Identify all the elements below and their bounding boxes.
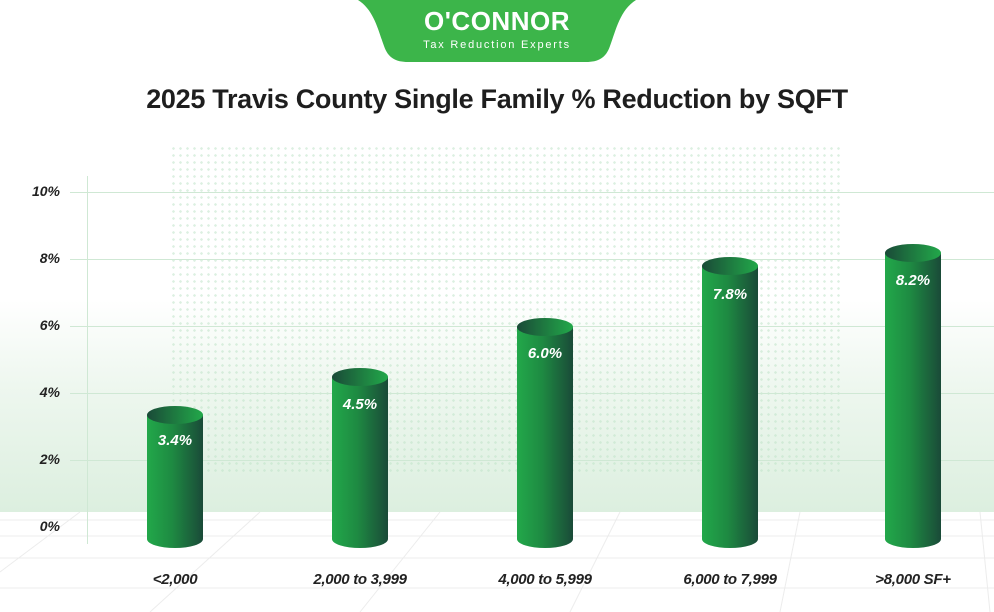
bar-cap (517, 318, 573, 336)
gridline-10 (70, 192, 994, 193)
bar-value-label: 6.0% (527, 345, 563, 362)
logo: O'CONNOR Tax Reduction Experts (358, 0, 636, 62)
chart-title: 2025 Travis County Single Family % Reduc… (146, 84, 848, 114)
gridline-8 (70, 259, 994, 260)
bar-cap (332, 368, 388, 386)
x-label-6000-to-7999: 6,000 to 7,999 (683, 571, 777, 588)
y-tick-2: 2% (39, 451, 60, 467)
logo-tagline: Tax Reduction Experts (423, 39, 571, 51)
bar-cap (702, 257, 758, 275)
y-tick-0: 0% (39, 518, 60, 534)
y-tick-4: 4% (39, 384, 60, 400)
bar-value-label: 8.2% (895, 272, 931, 289)
x-label-over-8000: >8,000 SF+ (875, 571, 951, 588)
x-label-under-2000: <2,000 (152, 571, 198, 588)
y-tick-10: 10% (31, 183, 60, 199)
y-tick-8: 8% (39, 250, 60, 266)
bar-under-2000: 3.4% (147, 406, 203, 548)
logo-badge-shape (358, 0, 636, 62)
logo-name: O'CONNOR (424, 6, 570, 36)
bar-cap (147, 406, 203, 424)
bar-value-label: 4.5% (342, 396, 378, 413)
y-tick-6: 6% (39, 317, 60, 333)
bar-cap (885, 244, 941, 262)
x-label-2000-to-3999: 2,000 to 3,999 (313, 571, 407, 588)
bar-2000-to-3999: 4.5% (332, 368, 388, 548)
bar-6000-to-7999: 7.8% (702, 257, 758, 548)
bar-4000-to-5999: 6.0% (517, 318, 573, 548)
bar-over-8000: 8.2% (885, 244, 941, 548)
bar-value-label: 7.8% (712, 286, 748, 303)
bar-value-label: 3.4% (157, 432, 193, 449)
y-axis-line (87, 176, 88, 544)
x-label-4000-to-5999: 4,000 to 5,999 (498, 571, 592, 588)
